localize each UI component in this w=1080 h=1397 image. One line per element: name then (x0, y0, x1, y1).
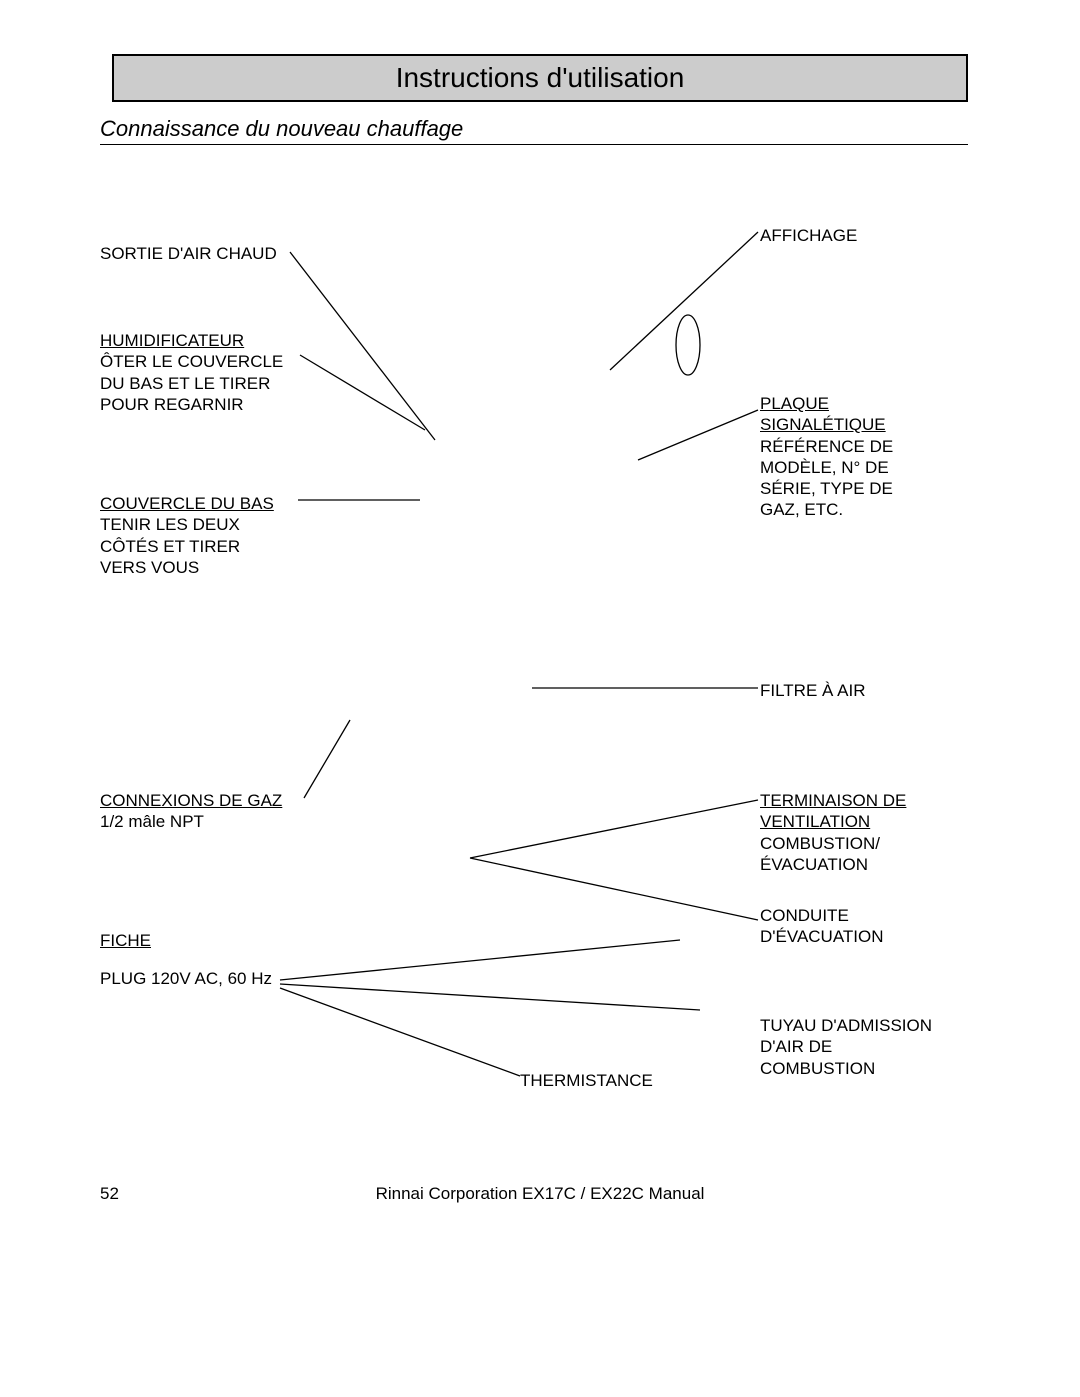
pull-handle-icon (676, 315, 700, 375)
label-filtre: FILTRE À AIR (760, 680, 866, 701)
label-conduite: CONDUITE D'ÉVACUATION (760, 905, 884, 948)
label-affichage: AFFICHAGE (760, 225, 857, 246)
label-plug: PLUG 120V AC, 60 Hz (100, 968, 272, 989)
label-tuyau: TUYAU D'ADMISSION D'AIR DE COMBUSTION (760, 1015, 932, 1079)
title-box: Instructions d'utilisation (112, 54, 968, 102)
footer-text: Rinnai Corporation EX17C / EX22C Manual (0, 1184, 1080, 1204)
manual-page: Instructions d'utilisation Connaissance … (0, 0, 1080, 1397)
label-thermistance: THERMISTANCE (520, 1070, 653, 1091)
label-terminaison: TERMINAISON DE VENTILATION COMBUSTION/ É… (760, 790, 906, 875)
page-subtitle: Connaissance du nouveau chauffage (100, 116, 968, 145)
label-couvercle: COUVERCLE DU BAS TENIR LES DEUX CÔTÉS ET… (100, 493, 274, 578)
label-plaque: PLAQUE SIGNALÉTIQUE RÉFÉRENCE DE MODÈLE,… (760, 393, 893, 521)
page-title: Instructions d'utilisation (396, 62, 685, 94)
label-sortie: SORTIE D'AIR CHAUD (100, 243, 277, 264)
label-humidificateur: HUMIDIFICATEUR ÔTER LE COUVERCLE DU BAS … (100, 330, 283, 415)
label-connexions: CONNEXIONS DE GAZ 1/2 mâle NPT (100, 790, 282, 833)
label-fiche: FICHE (100, 930, 151, 951)
